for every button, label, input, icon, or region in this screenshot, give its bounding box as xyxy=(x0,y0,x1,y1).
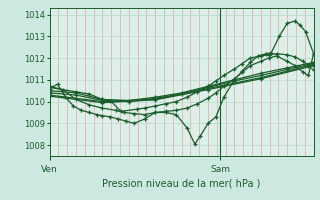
X-axis label: Pression niveau de la mer( hPa ): Pression niveau de la mer( hPa ) xyxy=(102,178,261,188)
